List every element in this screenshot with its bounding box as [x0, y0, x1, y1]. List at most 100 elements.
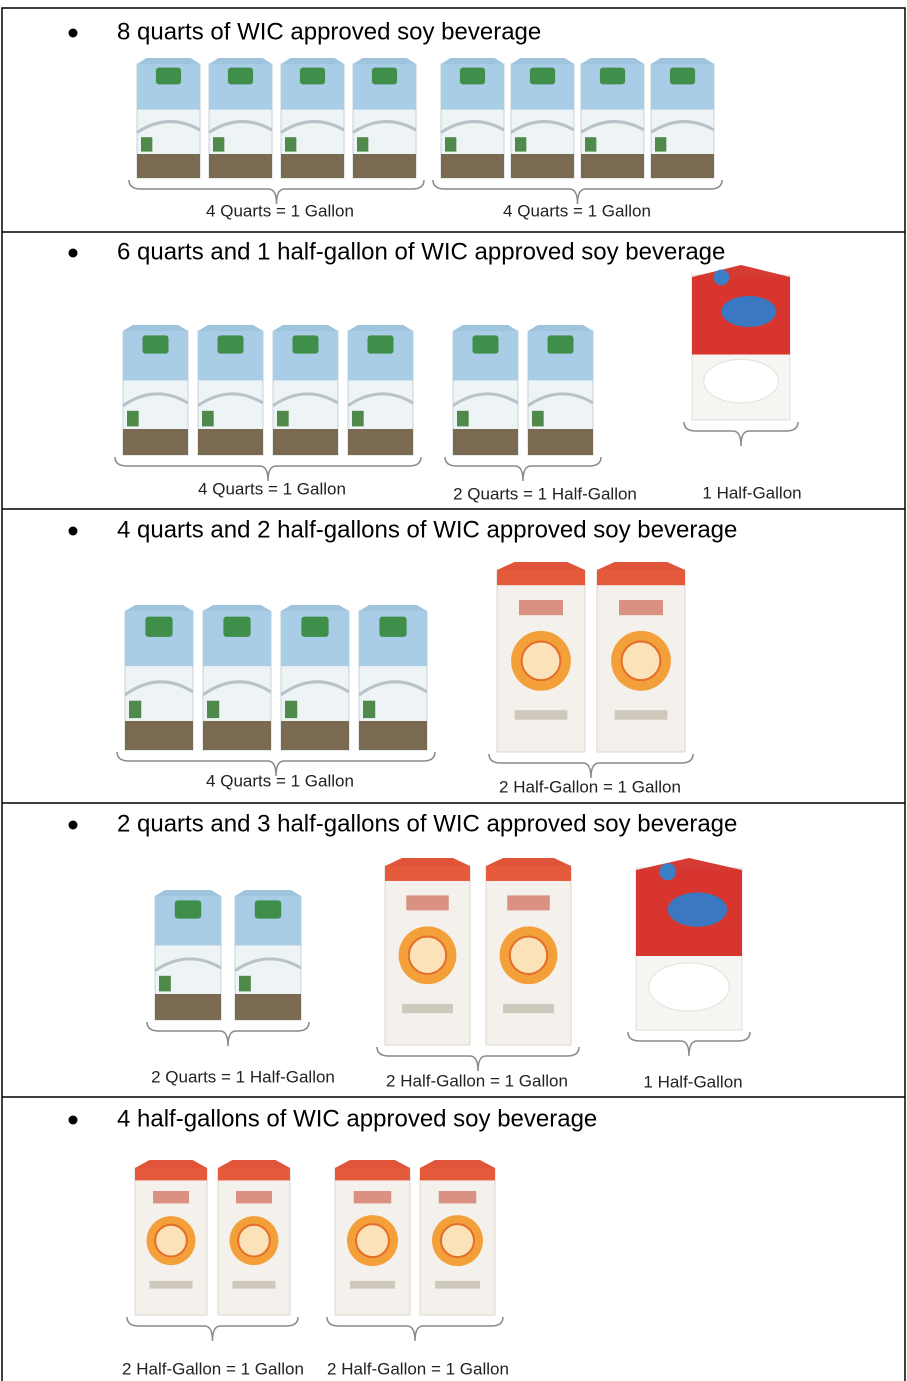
- carton-leaf: [655, 137, 666, 151]
- group-label: 2 Half-Gallon = 1 Gallon: [122, 1359, 304, 1378]
- carton-text: [402, 1004, 453, 1013]
- carton-base: [511, 154, 574, 178]
- carton-image: [651, 58, 714, 178]
- brace: [433, 180, 722, 204]
- carton-image: [597, 562, 685, 752]
- carton-top: [511, 58, 574, 64]
- carton-logo: [301, 617, 328, 637]
- carton-image: [137, 58, 200, 178]
- carton-image: [203, 605, 271, 750]
- carton-band: [335, 1168, 410, 1180]
- carton-base: [123, 429, 188, 455]
- carton-top: [137, 58, 200, 64]
- carton-leaf: [363, 701, 375, 718]
- carton-sun: [155, 1225, 187, 1257]
- carton-text: [350, 1281, 395, 1289]
- carton-top: [281, 605, 349, 611]
- carton-image: [125, 605, 193, 750]
- carton-top: [453, 325, 518, 331]
- brace: [489, 754, 693, 778]
- group-label: 2 Half-Gallon = 1 Gallon: [499, 777, 681, 796]
- carton-base: [651, 154, 714, 178]
- carton-base: [273, 429, 338, 455]
- carton-leaf: [127, 411, 139, 427]
- carton-image: [135, 1160, 207, 1315]
- carton-name: [619, 600, 663, 615]
- carton-band: [385, 866, 470, 881]
- carton-top: [651, 58, 714, 64]
- carton-image: [511, 58, 574, 178]
- group-label: 4 Quarts = 1 Gallon: [206, 771, 354, 790]
- carton-sun: [238, 1225, 270, 1257]
- carton-base: [209, 154, 272, 178]
- carton-sun: [510, 937, 547, 974]
- carton-logo: [548, 335, 574, 353]
- carton-leaf: [445, 137, 456, 151]
- carton-sun: [622, 641, 661, 680]
- carton-name: [439, 1191, 477, 1203]
- carton-top: [125, 605, 193, 611]
- carton-cap: [659, 863, 676, 880]
- carton-logo: [379, 617, 406, 637]
- carton-cap: [714, 270, 730, 286]
- group-label: 2 Quarts = 1 Half-Gallon: [453, 484, 637, 503]
- carton-top: [636, 858, 742, 870]
- carton-logo: [530, 68, 555, 85]
- carton-top: [203, 605, 271, 611]
- carton-base: [441, 154, 504, 178]
- carton-leaf: [457, 411, 469, 427]
- carton-text: [503, 1004, 554, 1013]
- bullet: [69, 527, 78, 536]
- carton-base: [198, 429, 263, 455]
- carton-name: [519, 600, 563, 615]
- carton-logo: [721, 296, 776, 327]
- group-label: 2 Half-Gallon = 1 Gallon: [327, 1359, 509, 1378]
- carton-logo: [156, 68, 181, 85]
- carton-image: [281, 58, 344, 178]
- carton-sun: [409, 937, 446, 974]
- carton-top: [581, 58, 644, 64]
- group-label: 4 Quarts = 1 Gallon: [503, 201, 651, 220]
- carton-leaf: [207, 701, 219, 718]
- carton-base: [281, 721, 349, 750]
- carton-text: [515, 710, 568, 720]
- group-label: 1 Half-Gallon: [643, 1072, 742, 1091]
- bullet: [69, 29, 78, 38]
- carton-leaf: [239, 976, 251, 992]
- carton-top: [528, 325, 593, 331]
- carton-base: [155, 994, 221, 1020]
- carton-base: [359, 721, 427, 750]
- brace: [628, 1032, 750, 1056]
- group-label: 1 Half-Gallon: [702, 483, 801, 502]
- carton-image: [453, 325, 518, 455]
- carton-sun: [441, 1224, 474, 1257]
- carton-logo: [600, 68, 625, 85]
- carton-image: [123, 325, 188, 455]
- carton-top: [441, 58, 504, 64]
- carton-band: [420, 1168, 495, 1180]
- carton-logo: [255, 900, 281, 918]
- carton-text: [615, 710, 668, 720]
- carton-band: [486, 866, 571, 881]
- carton-base: [348, 429, 413, 455]
- carton-top: [385, 858, 470, 866]
- carton-base: [137, 154, 200, 178]
- carton-base: [281, 154, 344, 178]
- carton-name: [153, 1191, 189, 1203]
- carton-image: [273, 325, 338, 455]
- carton-image: [281, 605, 349, 750]
- carton-band: [597, 570, 685, 585]
- carton-logo: [300, 68, 325, 85]
- carton-image: [348, 325, 413, 455]
- carton-top: [335, 1160, 410, 1168]
- carton-base: [235, 994, 301, 1020]
- carton-image: [385, 858, 470, 1045]
- carton-leaf: [277, 411, 289, 427]
- carton-top: [198, 325, 263, 331]
- carton-top: [486, 858, 571, 866]
- row-text: 6 quarts and 1 half-gallon of WIC approv…: [117, 238, 725, 265]
- carton-top: [218, 1160, 290, 1168]
- carton-name: [354, 1191, 392, 1203]
- carton-text: [435, 1281, 480, 1289]
- carton-logo: [223, 617, 250, 637]
